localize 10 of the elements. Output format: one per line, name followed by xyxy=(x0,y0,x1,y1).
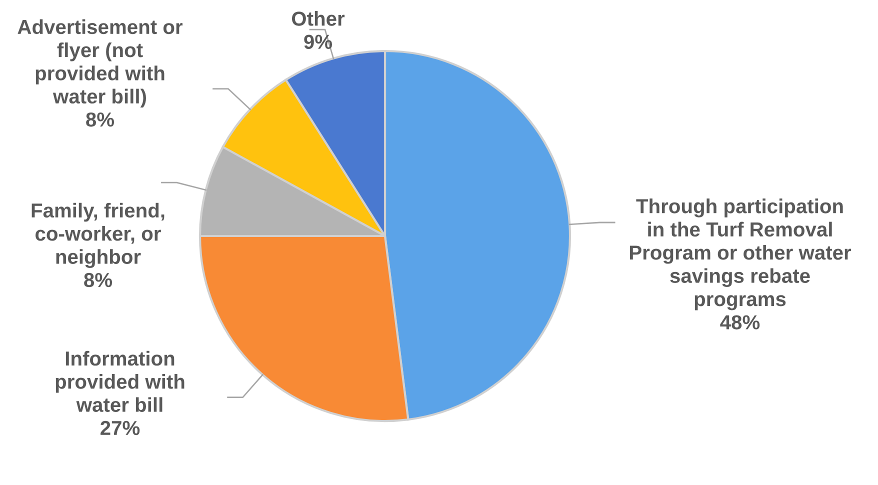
slice-label: Family, friend, co-worker, or neighbor xyxy=(32,202,164,268)
data-label: 48% xyxy=(720,315,760,330)
slice-label: Through participation in the Turf Removal Program or other water savings rebate programs xyxy=(630,198,852,310)
slice-label: Information provided with water bill xyxy=(56,350,184,412)
data-label: 27% xyxy=(100,420,140,436)
data-label: 8% xyxy=(86,112,114,127)
data-label: 8% xyxy=(84,272,112,288)
slice-label: Advertisement or flyer (not provided with water bill) xyxy=(18,19,183,108)
data-label: 9% xyxy=(304,34,332,49)
slice-label: Other xyxy=(292,11,345,26)
